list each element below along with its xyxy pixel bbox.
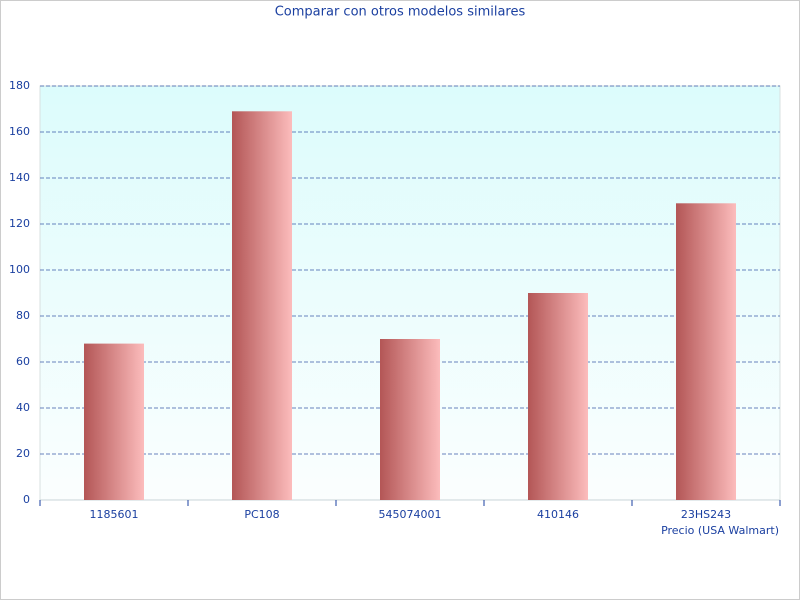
y-tick-label: 140: [9, 171, 30, 184]
bar: [84, 343, 144, 500]
y-tick-label: 100: [9, 263, 30, 276]
y-tick-label: 40: [16, 401, 30, 414]
y-tick-label: 80: [16, 309, 30, 322]
x-tick-label: 1185601: [90, 508, 139, 521]
x-tick-label: 410146: [537, 508, 579, 521]
bar: [528, 293, 588, 500]
y-tick-label: 0: [23, 493, 30, 506]
x-axis-label: Precio (USA Walmart): [661, 524, 779, 537]
x-tick-label: 545074001: [379, 508, 442, 521]
bar: [232, 111, 292, 501]
x-tick-label: PC108: [244, 508, 279, 521]
y-tick-label: 160: [9, 125, 30, 138]
y-tick-label: 180: [9, 79, 30, 92]
y-tick-label: 60: [16, 355, 30, 368]
x-tick-label: 23HS243: [681, 508, 731, 521]
bar: [380, 339, 440, 500]
bar: [676, 203, 736, 501]
y-tick-label: 20: [16, 447, 30, 460]
chart-title: Comparar con otros modelos similares: [275, 5, 526, 20]
y-tick-label: 120: [9, 217, 30, 230]
